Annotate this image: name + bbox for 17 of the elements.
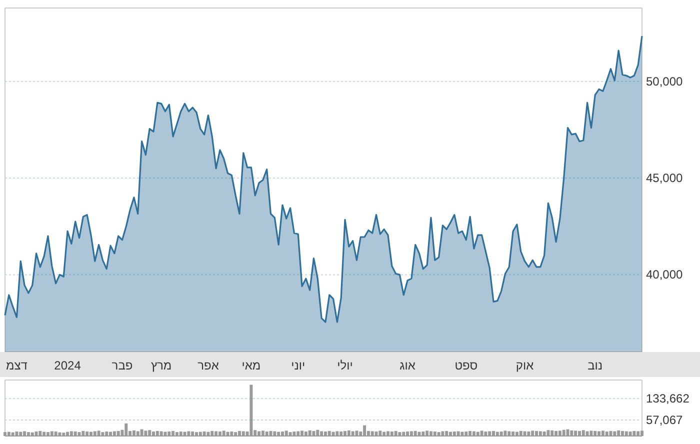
x-tick-label: אפר xyxy=(198,358,220,373)
x-tick-label: יוני xyxy=(291,358,306,373)
y-tick-label: 57,067 xyxy=(646,412,684,427)
x-tick-label: נוב xyxy=(588,358,603,373)
x-tick-label: יולי xyxy=(337,358,353,373)
y-tick-label: 45,000 xyxy=(646,170,684,185)
x-tick-label: פבר xyxy=(112,358,133,373)
x-tick-label: ספט xyxy=(454,358,478,373)
x-tick-label: 2024 xyxy=(54,358,82,373)
x-tick-label: דצמ xyxy=(6,358,28,373)
x-tick-label: אוק xyxy=(516,358,534,373)
x-tick-label: מאי xyxy=(242,358,261,373)
y-tick-label: 50,000 xyxy=(646,74,684,88)
x-tick-label: מרץ xyxy=(150,358,172,373)
y-tick-label: 133,662 xyxy=(646,391,690,406)
y-tick-label: 40,000 xyxy=(646,268,684,282)
x-tick-label: אוג xyxy=(400,358,416,373)
